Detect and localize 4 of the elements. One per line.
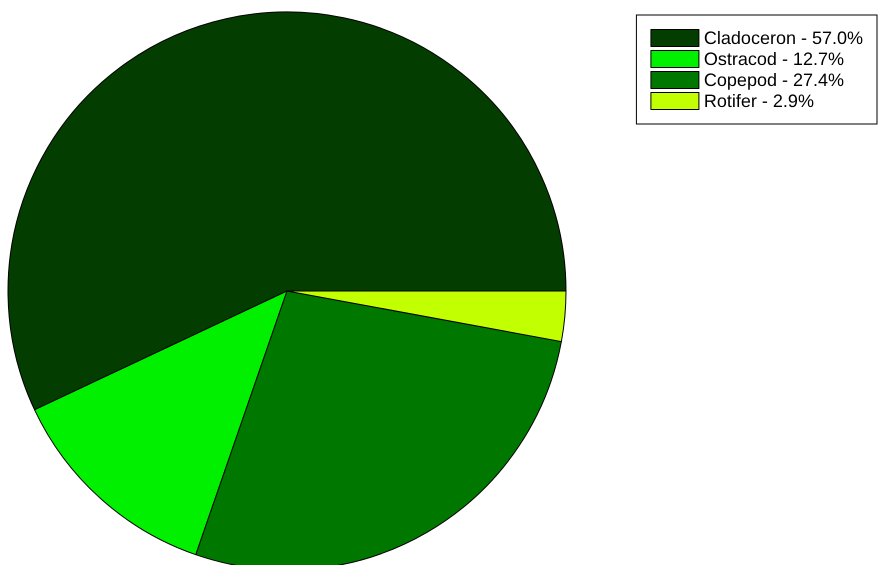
legend-label: Rotifer - 2.9% — [704, 91, 814, 111]
legend-label: Copepod - 27.4% — [704, 70, 844, 90]
legend-label: Ostracod - 12.7% — [704, 49, 844, 69]
legend-label: Cladoceron - 57.0% — [704, 28, 864, 48]
